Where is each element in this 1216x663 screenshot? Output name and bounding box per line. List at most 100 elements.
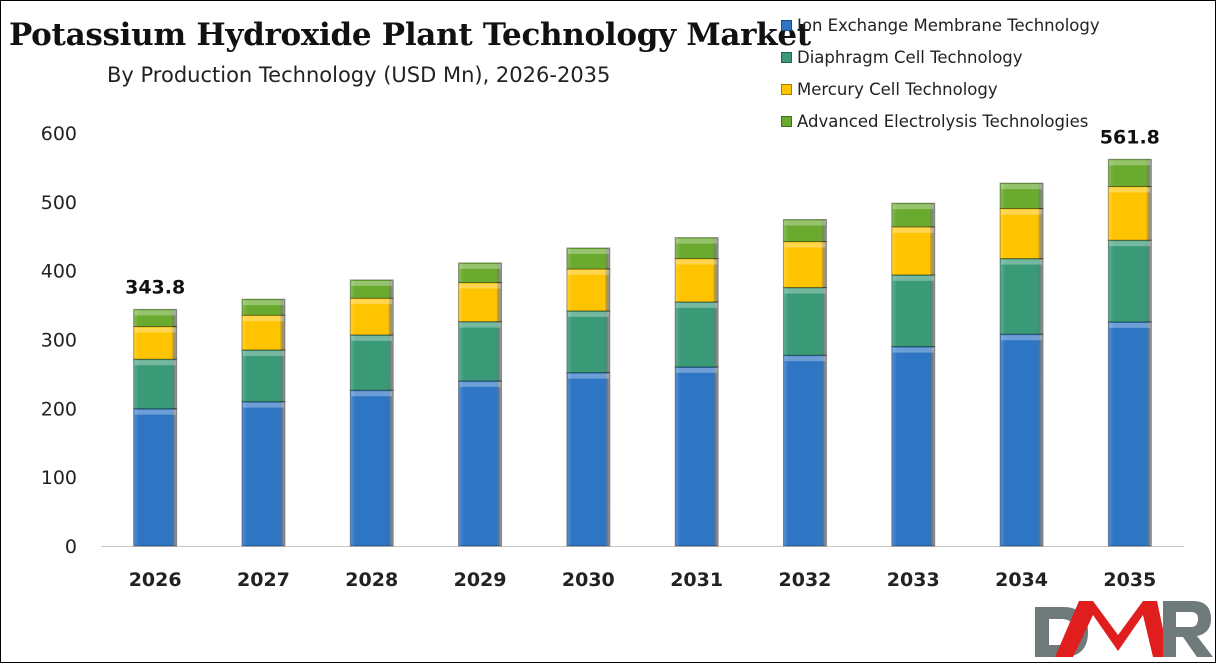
- bar-bevel: [567, 248, 609, 254]
- bar-segment-ion-exchange-membrane-technology: [458, 380, 503, 547]
- x-tick-label: 2029: [454, 569, 507, 591]
- bar-segment-diaphragm-cell-technology: [458, 321, 503, 382]
- bar-bevel: [134, 360, 176, 366]
- bar-bevel: [676, 367, 718, 373]
- x-tick-label: 2034: [995, 569, 1048, 591]
- x-tick-label: 2030: [562, 569, 615, 591]
- legend-label: Ion Exchange Membrane Technology: [797, 15, 1100, 35]
- bar-segment-ion-exchange-membrane-technology: [782, 354, 827, 547]
- bar-bevel: [676, 302, 718, 308]
- legend-swatch: [781, 19, 792, 31]
- bar-segment-advanced-electrolysis-technologies: [999, 182, 1044, 210]
- bar-bevel: [351, 335, 393, 341]
- bar-segment-mercury-cell-technology: [891, 226, 936, 276]
- bar-segment-mercury-cell-technology: [782, 241, 827, 289]
- bar-segment-mercury-cell-technology: [566, 268, 611, 312]
- bar-bevel: [676, 259, 718, 265]
- bar-segment-advanced-electrolysis-technologies: [782, 219, 827, 243]
- bar-segment-ion-exchange-membrane-technology: [999, 333, 1044, 547]
- data-label: 343.8: [125, 276, 185, 298]
- legend-item: Advanced Electrolysis Technologies: [781, 105, 1100, 137]
- bar-segment-diaphragm-cell-technology: [241, 349, 286, 403]
- bar-segment-mercury-cell-technology: [133, 326, 178, 360]
- bar-bevel: [676, 238, 718, 244]
- bar-bevel: [459, 263, 501, 269]
- y-tick-label: 400: [41, 261, 77, 283]
- bar-segment-advanced-electrolysis-technologies: [891, 202, 936, 228]
- bar-bevel: [784, 356, 826, 362]
- bar-segment-advanced-electrolysis-technologies: [458, 262, 503, 284]
- x-tick-label: 2033: [887, 569, 940, 591]
- legend-label: Mercury Cell Technology: [797, 79, 998, 99]
- x-tick-label: 2031: [670, 569, 723, 591]
- bar-segment-ion-exchange-membrane-technology: [349, 389, 394, 547]
- y-tick-label: 100: [41, 467, 77, 489]
- y-tick-label: 200: [41, 398, 77, 420]
- legend-item: Ion Exchange Membrane Technology: [781, 9, 1100, 41]
- y-tick-label: 600: [41, 123, 77, 145]
- bar-segment-mercury-cell-technology: [458, 282, 503, 323]
- bar-segment-advanced-electrolysis-technologies: [674, 237, 719, 260]
- bar-segment-ion-exchange-membrane-technology: [566, 372, 611, 547]
- chart-subtitle: By Production Technology (USD Mn), 2026-…: [107, 63, 611, 87]
- y-tick-label: 300: [41, 330, 77, 352]
- bar-segment-advanced-electrolysis-technologies: [241, 298, 286, 316]
- bar-bevel: [242, 316, 284, 322]
- bar-segment-ion-exchange-membrane-technology: [674, 366, 719, 547]
- bar-segment-mercury-cell-technology: [349, 297, 394, 336]
- dmr-logo: [1035, 601, 1213, 657]
- x-tick-label: 2028: [345, 569, 398, 591]
- bar-bevel: [1109, 322, 1151, 328]
- x-tick-label: 2026: [129, 569, 182, 591]
- bar-bevel: [892, 204, 934, 210]
- bar-bevel: [351, 280, 393, 286]
- bar-segment-diaphragm-cell-technology: [349, 334, 394, 391]
- legend: Ion Exchange Membrane Technology Diaphrag…: [781, 9, 1100, 137]
- bar-segment-diaphragm-cell-technology: [674, 301, 719, 368]
- bar-bevel: [567, 373, 609, 379]
- legend-swatch: [781, 83, 792, 95]
- bar-segment-ion-exchange-membrane-technology: [1107, 321, 1152, 547]
- bar-bevel: [1109, 241, 1151, 247]
- bar-bevel: [134, 310, 176, 316]
- bar-bevel: [351, 299, 393, 305]
- bar-segment-diaphragm-cell-technology: [782, 287, 827, 356]
- legend-item: Diaphragm Cell Technology: [781, 41, 1100, 73]
- bar-bevel: [892, 227, 934, 233]
- bar-bevel: [351, 391, 393, 397]
- bar-bevel: [1109, 187, 1151, 193]
- y-tick-label: 500: [41, 192, 77, 214]
- bar-bevel: [1001, 335, 1043, 341]
- bar-bevel: [1001, 259, 1043, 265]
- legend-swatch: [781, 51, 792, 63]
- bar-segment-mercury-cell-technology: [999, 208, 1044, 260]
- bar-segment-diaphragm-cell-technology: [1107, 239, 1152, 323]
- legend-swatch: [781, 115, 792, 127]
- legend-label: Diaphragm Cell Technology: [797, 47, 1023, 67]
- bar-bevel: [242, 300, 284, 306]
- bar-segment-ion-exchange-membrane-technology: [241, 401, 286, 547]
- x-tick-label: 2027: [237, 569, 290, 591]
- x-tick-label: 2035: [1103, 569, 1156, 591]
- bar-bevel: [1001, 209, 1043, 215]
- bar-segment-advanced-electrolysis-technologies: [349, 279, 394, 299]
- bar-bevel: [567, 269, 609, 275]
- x-tick-label: 2032: [779, 569, 832, 591]
- bar-segment-diaphragm-cell-technology: [566, 310, 611, 374]
- bar-segment-advanced-electrolysis-technologies: [1107, 158, 1152, 187]
- bar-segment-advanced-electrolysis-technologies: [133, 308, 178, 328]
- bar-bevel: [459, 381, 501, 387]
- bar-bevel: [134, 327, 176, 333]
- bar-bevel: [1109, 160, 1151, 166]
- bar-segment-diaphragm-cell-technology: [891, 274, 936, 348]
- y-tick-label: 0: [65, 536, 77, 558]
- bar-bevel: [892, 347, 934, 353]
- bar-bevel: [892, 275, 934, 281]
- bar-segment-diaphragm-cell-technology: [133, 358, 178, 410]
- bar-segment-advanced-electrolysis-technologies: [566, 247, 611, 270]
- legend-label: Advanced Electrolysis Technologies: [797, 111, 1089, 131]
- bar-segment-ion-exchange-membrane-technology: [133, 408, 178, 547]
- data-label: 561.8: [1100, 126, 1160, 148]
